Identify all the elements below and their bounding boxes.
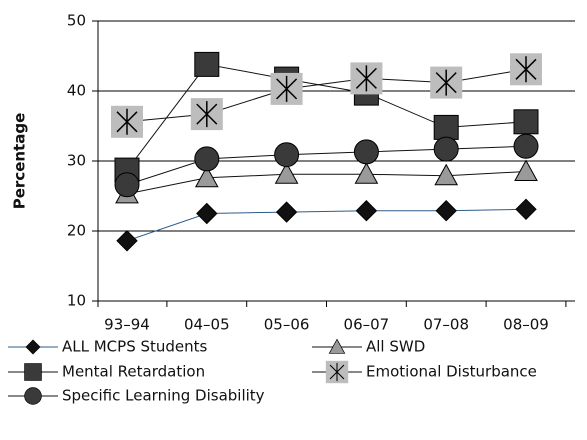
data-point xyxy=(270,72,303,105)
y-tick-label: 30 xyxy=(67,152,86,170)
x-tick-label: 04–05 xyxy=(184,316,230,334)
data-point xyxy=(433,136,459,162)
legend-label: Mental Retardation xyxy=(62,363,205,381)
y-tick-label: 10 xyxy=(67,292,86,310)
diamond xyxy=(25,339,41,355)
circle xyxy=(274,142,300,168)
data-point xyxy=(513,109,539,135)
circle xyxy=(513,133,539,159)
data-point xyxy=(354,162,379,184)
y-tick-label: 50 xyxy=(67,12,86,30)
legend-label: ALL MCPS Students xyxy=(62,338,208,356)
diamond xyxy=(435,199,457,222)
legend-marker xyxy=(25,339,41,355)
y-tick-label: 40 xyxy=(67,82,86,100)
y-axis-label: Percentage xyxy=(11,113,29,210)
data-point xyxy=(190,98,223,131)
legend-label: Emotional Disturbance xyxy=(366,363,537,381)
data-point xyxy=(514,159,538,181)
diamond xyxy=(116,230,138,252)
data-point xyxy=(194,146,220,172)
data-point xyxy=(194,165,219,188)
series-line xyxy=(126,208,527,242)
diamond xyxy=(196,202,218,225)
square xyxy=(24,363,42,381)
data-point xyxy=(350,62,383,95)
data-point xyxy=(111,105,143,138)
triangle xyxy=(434,163,459,186)
star xyxy=(435,69,457,96)
star xyxy=(116,108,138,135)
data-point xyxy=(275,201,298,223)
star xyxy=(276,75,298,102)
square xyxy=(433,114,459,140)
legend-marker xyxy=(24,387,42,405)
triangle xyxy=(328,338,346,354)
data-point xyxy=(430,66,463,99)
circle xyxy=(194,146,220,172)
series-line xyxy=(126,171,527,195)
series-line xyxy=(126,63,527,171)
data-point xyxy=(274,162,299,184)
data-point xyxy=(434,163,459,186)
data-point xyxy=(510,53,542,86)
circle xyxy=(433,136,459,162)
diamond xyxy=(355,199,378,222)
data-point xyxy=(433,114,459,140)
triangle xyxy=(354,162,379,184)
legend-marker xyxy=(325,360,349,384)
triangle xyxy=(274,162,299,184)
triangle xyxy=(194,165,219,188)
data-point xyxy=(194,51,220,77)
data-point xyxy=(513,133,539,159)
x-tick-label: 93–94 xyxy=(104,316,150,334)
triangle xyxy=(514,159,538,181)
square xyxy=(194,51,220,77)
data-point xyxy=(274,142,300,168)
data-point xyxy=(196,202,218,225)
x-tick-label: 07–08 xyxy=(423,316,469,334)
circle xyxy=(114,172,140,198)
legend-marker xyxy=(24,363,42,381)
data-point xyxy=(515,198,537,221)
series-line xyxy=(126,68,527,123)
diamond xyxy=(275,201,298,223)
x-tick-label: 08–09 xyxy=(503,316,549,334)
star xyxy=(329,362,345,382)
star xyxy=(515,56,537,83)
star xyxy=(355,65,377,92)
data-point xyxy=(114,172,140,198)
circle xyxy=(353,139,379,165)
series-line xyxy=(126,145,527,186)
diamond xyxy=(515,198,537,221)
circle xyxy=(24,387,42,405)
square xyxy=(513,109,539,135)
legend-label: All SWD xyxy=(366,338,425,356)
data-point xyxy=(435,199,457,222)
data-point xyxy=(355,199,378,222)
y-tick-label: 20 xyxy=(67,222,86,240)
data-point xyxy=(353,139,379,165)
data-point xyxy=(116,230,138,252)
star xyxy=(196,101,218,128)
x-tick-label: 05–06 xyxy=(264,316,310,334)
legend-label: Specific Learning Disability xyxy=(62,387,265,405)
legend-marker xyxy=(328,338,346,354)
x-tick-label: 06–07 xyxy=(344,316,390,334)
